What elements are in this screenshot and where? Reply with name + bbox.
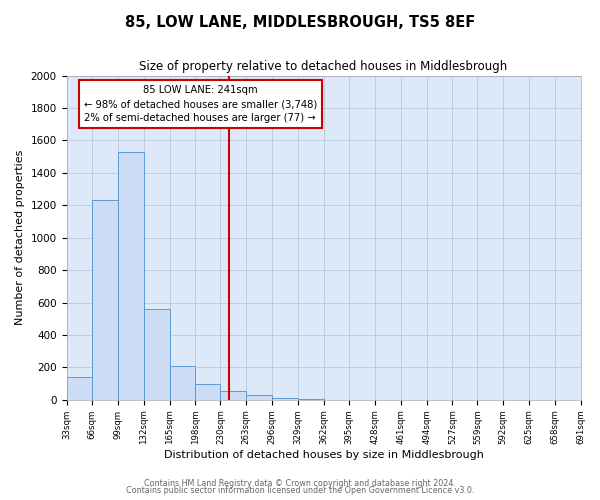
- Bar: [272, 398, 298, 400]
- Text: Contains public sector information licensed under the Open Government Licence v3: Contains public sector information licen…: [126, 486, 474, 495]
- Text: Contains HM Land Registry data © Crown copyright and database right 2024.: Contains HM Land Registry data © Crown c…: [144, 478, 456, 488]
- Bar: [246, 395, 272, 400]
- Bar: [170, 366, 196, 400]
- Text: 85, LOW LANE, MIDDLESBROUGH, TS5 8EF: 85, LOW LANE, MIDDLESBROUGH, TS5 8EF: [125, 15, 475, 30]
- Bar: [220, 391, 246, 400]
- Bar: [118, 152, 144, 400]
- Bar: [298, 399, 323, 400]
- Title: Size of property relative to detached houses in Middlesbrough: Size of property relative to detached ho…: [139, 60, 508, 73]
- Bar: [92, 200, 118, 400]
- Bar: [67, 377, 92, 400]
- Bar: [196, 384, 220, 400]
- Bar: [144, 309, 170, 400]
- X-axis label: Distribution of detached houses by size in Middlesbrough: Distribution of detached houses by size …: [164, 450, 484, 460]
- Y-axis label: Number of detached properties: Number of detached properties: [15, 150, 25, 326]
- Text: 85 LOW LANE: 241sqm
← 98% of detached houses are smaller (3,748)
2% of semi-deta: 85 LOW LANE: 241sqm ← 98% of detached ho…: [83, 86, 317, 124]
